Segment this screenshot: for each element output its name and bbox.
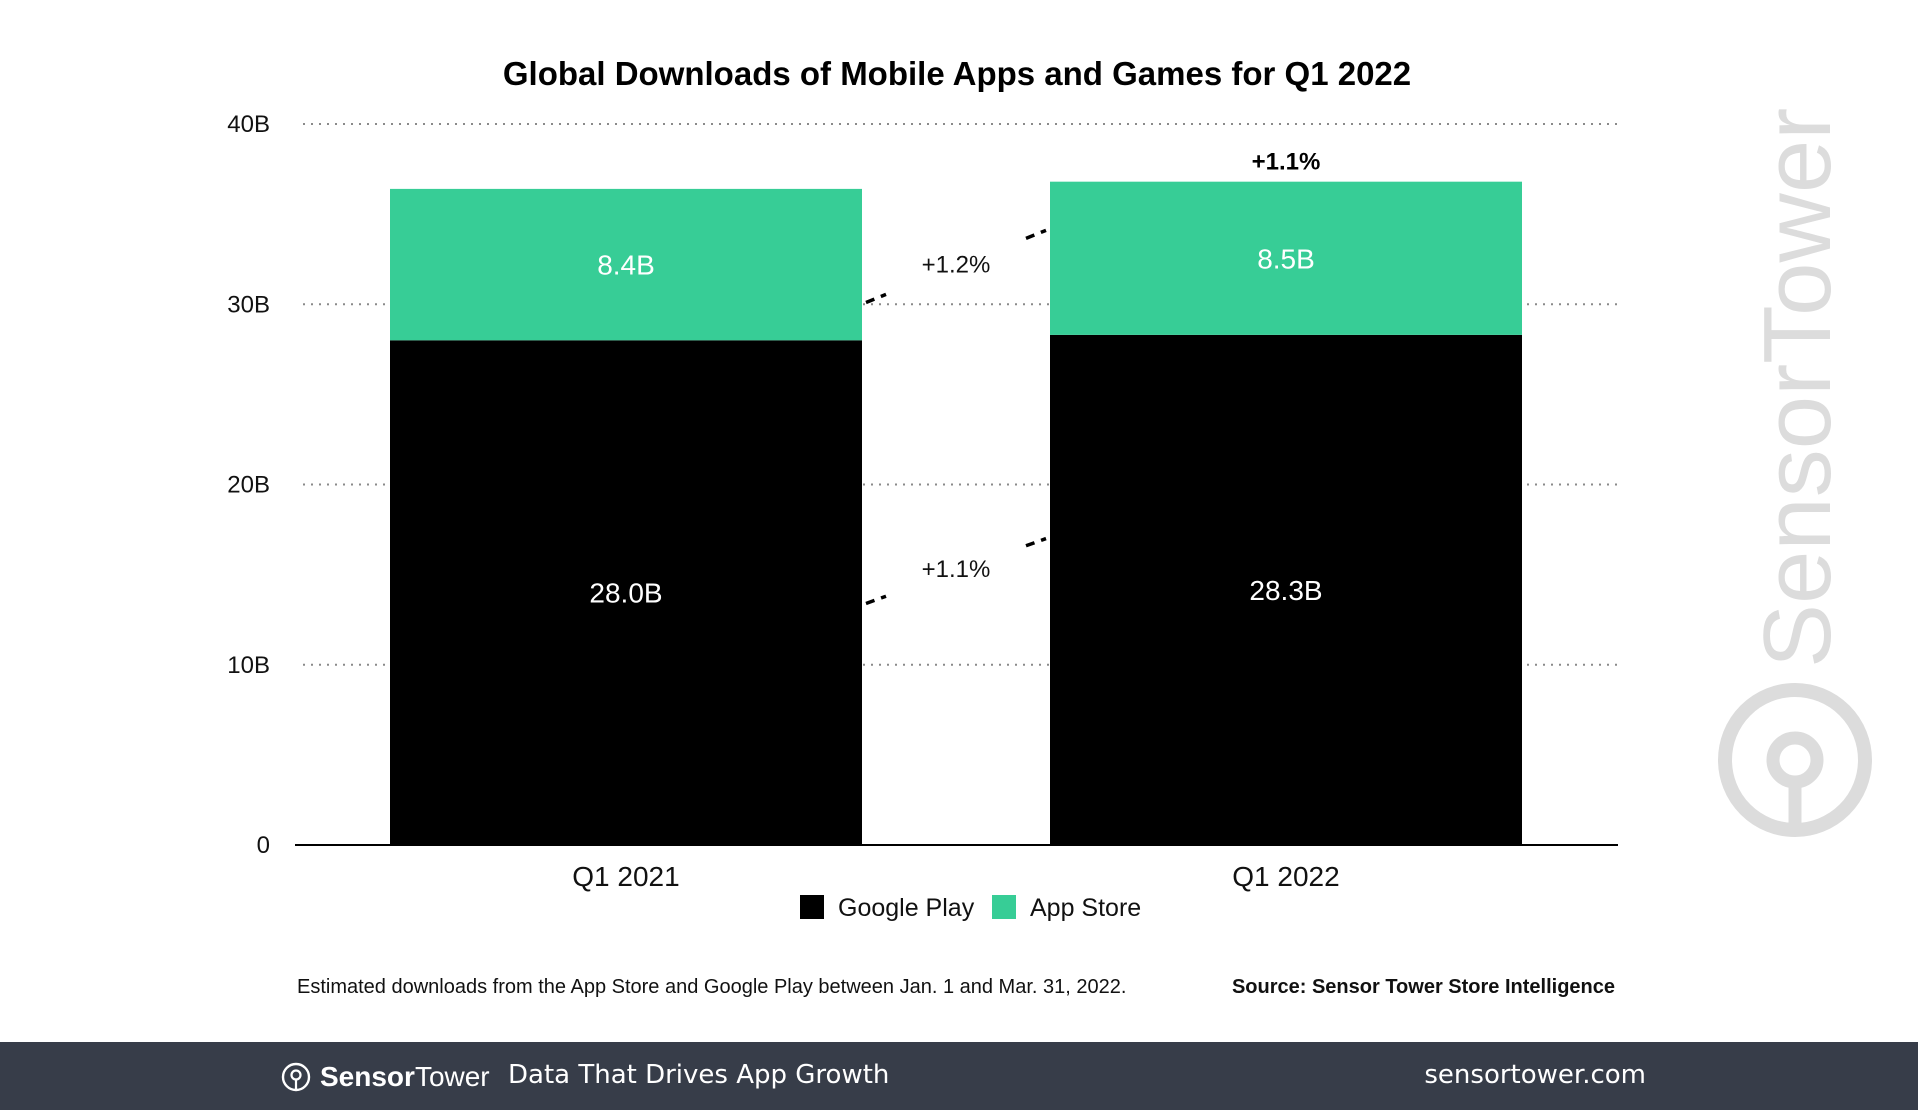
chart-canvas: Global Downloads of Mobile Apps and Game… <box>227 55 1872 998</box>
watermark-icon <box>1718 683 1872 837</box>
footer-tagline: Data That Drives App Growth <box>508 1060 890 1090</box>
y-tick-label: 30B <box>227 291 270 318</box>
bars <box>390 181 1522 845</box>
y-tick-label: 20B <box>227 472 270 499</box>
footnote: Estimated downloads from the App Store a… <box>297 976 1126 998</box>
bar-google-play-q1-2021 <box>390 340 862 845</box>
growth-connector-line <box>1025 536 1047 548</box>
y-axis-ticks: 0 10B 20B 30B 40B <box>227 111 270 859</box>
footer-logo-text: SensorTower <box>320 1061 490 1093</box>
bar-value-label: 8.5B <box>1257 243 1315 274</box>
bar-value-label: 28.3B <box>1249 575 1322 606</box>
chart-title: Global Downloads of Mobile Apps and Game… <box>503 55 1411 92</box>
total-growth-label: +1.1% <box>1252 149 1321 176</box>
footer-url-link[interactable]: sensortower.com <box>1424 1060 1646 1090</box>
growth-connectors: +1.2% +1.1% <box>865 228 1047 606</box>
footer-logo-regular: Tower <box>414 1061 490 1092</box>
watermark-logo: SensorTower <box>1718 108 1872 837</box>
footer-logo: SensorTower <box>280 1059 490 1095</box>
bar-value-label: 28.0B <box>589 578 662 609</box>
bar-value-label: 8.4B <box>597 250 655 281</box>
bar-google-play-q1-2022 <box>1050 334 1522 845</box>
data-labels: 28.0B 8.4B 28.3B 8.5B +1.1% <box>589 149 1322 609</box>
y-tick-label: 0 <box>257 832 270 859</box>
watermark-text: SensorTower <box>1744 108 1851 668</box>
legend-label-google-play: Google Play <box>838 894 975 922</box>
sensortower-logo-icon <box>281 1062 311 1092</box>
bar-app-store-q1-2022 <box>1050 181 1522 335</box>
growth-label: +1.1% <box>922 556 991 583</box>
growth-connector-line <box>865 292 887 305</box>
legend-swatch-app-store <box>992 895 1016 919</box>
x-category-label: Q1 2021 <box>572 861 679 892</box>
x-axis-categories: Q1 2021 Q1 2022 <box>572 861 1339 892</box>
legend: Google Play App Store <box>800 894 1141 922</box>
growth-connector-line <box>865 594 887 606</box>
legend-label-app-store: App Store <box>1030 894 1141 922</box>
growth-connector-line <box>1025 228 1047 240</box>
legend-swatch-google-play <box>800 895 824 919</box>
y-tick-label: 40B <box>227 111 270 138</box>
footer-bar: SensorTower Data That Drives App Growth … <box>0 1042 1918 1110</box>
bar-app-store-q1-2021 <box>390 188 862 341</box>
footer-logo-bold: Sensor <box>320 1061 415 1092</box>
y-tick-label: 10B <box>227 652 270 679</box>
source-credit: Source: Sensor Tower Store Intelligence <box>1232 976 1615 998</box>
growth-label: +1.2% <box>922 251 991 278</box>
gridlines <box>303 123 1618 666</box>
x-category-label: Q1 2022 <box>1232 861 1339 892</box>
